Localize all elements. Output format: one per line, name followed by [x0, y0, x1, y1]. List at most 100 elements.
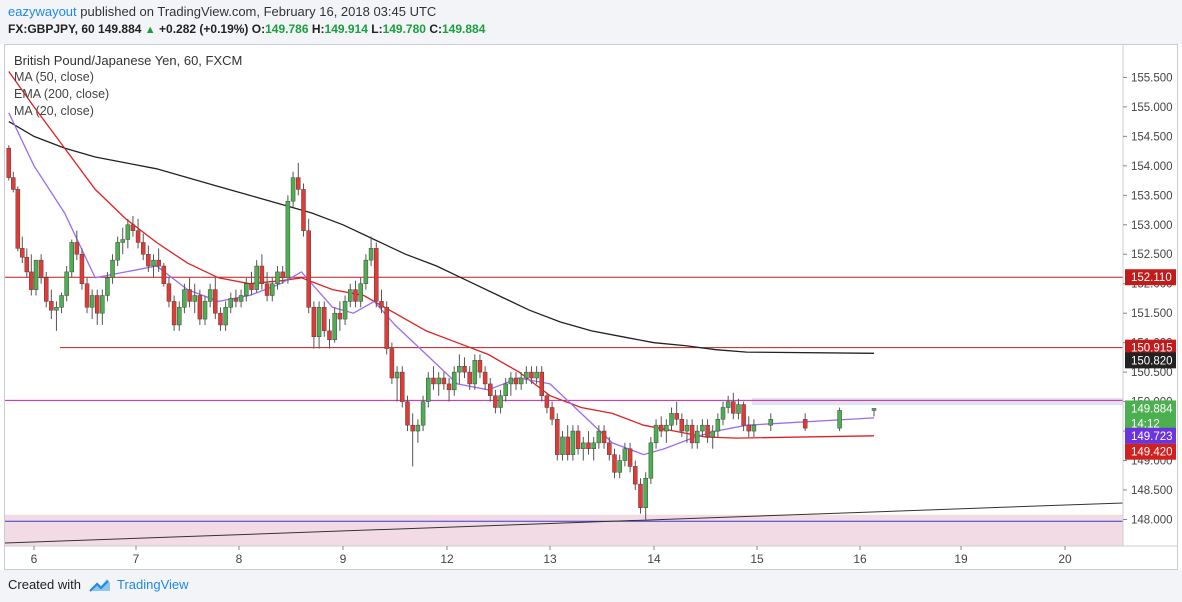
candle-body	[633, 466, 638, 485]
candle	[15, 186, 21, 252]
price-tag-label: 150.820	[1131, 355, 1173, 367]
candle	[115, 236, 120, 267]
trend-line	[5, 502, 1124, 544]
candle-body	[529, 371, 534, 379]
candle-body	[451, 371, 457, 391]
candle-body	[477, 360, 483, 373]
candle	[105, 271, 110, 302]
candle-body	[622, 448, 628, 461]
legend-ma50[interactable]: MA (50, close)	[14, 70, 94, 84]
candle	[100, 289, 105, 325]
author-link[interactable]: eazywayout	[8, 4, 77, 19]
candle-body	[94, 295, 100, 314]
candle-body	[400, 371, 405, 402]
candle-body	[596, 430, 602, 444]
candle	[617, 454, 622, 479]
candle	[342, 295, 348, 325]
candle	[715, 413, 721, 437]
candle	[306, 218, 311, 314]
candle	[400, 366, 405, 408]
axes: 155.500 155.000 154.500 154.000 153.500 153.0…	[5, 45, 1177, 566]
candle	[534, 366, 539, 384]
candle	[591, 436, 596, 461]
open-value: 149.786	[265, 22, 309, 36]
y-tick-label: 153.000	[1131, 220, 1173, 232]
candle-body	[29, 271, 34, 290]
candle-body	[363, 259, 369, 284]
candle	[684, 419, 690, 443]
low-value: 149.780	[382, 22, 426, 36]
publish-line: eazywayout published on TradingView.com,…	[8, 4, 436, 19]
candle	[648, 436, 654, 485]
price-tag-countdown: 14:12	[1125, 415, 1176, 432]
price-tag-last-price: 149.884	[1125, 400, 1176, 417]
price-tag-bg	[1125, 400, 1176, 417]
candle-body	[715, 419, 721, 432]
candle	[125, 218, 131, 249]
x-tick-label: 14	[647, 552, 661, 566]
ema200-line	[8, 121, 875, 354]
candle-body	[100, 295, 105, 314]
candle	[363, 254, 369, 290]
candle-body	[751, 424, 757, 432]
candle	[290, 171, 296, 208]
candle	[384, 301, 389, 355]
candle	[586, 431, 591, 455]
price-chart[interactable]: 155.500 155.000 154.500 154.000 153.500 153.0…	[5, 45, 1177, 569]
x-tick-label: 9	[340, 552, 347, 566]
candle-body	[591, 442, 596, 449]
y-tick-label: 148.000	[1131, 514, 1173, 526]
candle	[54, 301, 59, 331]
candle	[254, 260, 259, 293]
tradingview-link[interactable]: TradingView	[117, 577, 189, 592]
candle-body	[731, 401, 736, 414]
candle-body	[420, 401, 426, 426]
candle	[570, 425, 576, 461]
candle	[379, 289, 384, 314]
candle-body	[689, 424, 695, 444]
candle-body	[89, 295, 95, 308]
x-tick-label: 7	[133, 552, 140, 566]
candle-body	[38, 259, 44, 279]
candle-body	[426, 377, 431, 402]
legend-ma20[interactable]: MA (20, close)	[14, 104, 94, 118]
x-tick-label: 13	[543, 552, 557, 566]
price-tag-bg	[1125, 443, 1176, 460]
y-tick-label: 155.500	[1131, 72, 1173, 84]
candle	[565, 425, 570, 461]
candle	[741, 401, 746, 432]
candle	[802, 413, 808, 432]
candle-body	[290, 177, 296, 202]
candle	[140, 233, 146, 261]
candle-body	[233, 298, 239, 302]
candle	[643, 472, 648, 520]
candle-body	[488, 383, 493, 396]
y-tick-label: 151.500	[1131, 308, 1173, 320]
candle-body	[228, 298, 234, 308]
candle-body	[524, 371, 529, 379]
candle-body	[679, 419, 685, 432]
candle	[177, 301, 182, 331]
candle-body	[508, 377, 514, 385]
candle-body	[674, 413, 679, 420]
candle-body	[482, 371, 488, 385]
candle-body	[446, 383, 452, 391]
legend-ema200[interactable]: EMA (200, close)	[14, 87, 110, 101]
candle-body	[472, 360, 478, 385]
candle-body	[565, 436, 570, 455]
candle	[498, 389, 503, 414]
candle	[720, 401, 726, 426]
candle	[353, 280, 358, 308]
candle	[493, 389, 498, 414]
price-tag-label: 14:12	[1131, 418, 1160, 430]
candle-body	[285, 200, 291, 279]
candle-body	[534, 371, 539, 379]
candle-body	[301, 189, 306, 231]
candle	[768, 413, 774, 432]
candle-body	[394, 371, 400, 379]
tradingview-cloud-icon[interactable]	[88, 575, 112, 600]
candle	[146, 245, 151, 272]
created-with-text: Created with	[8, 577, 81, 592]
candle-body	[555, 419, 560, 455]
candle-body	[6, 147, 12, 178]
